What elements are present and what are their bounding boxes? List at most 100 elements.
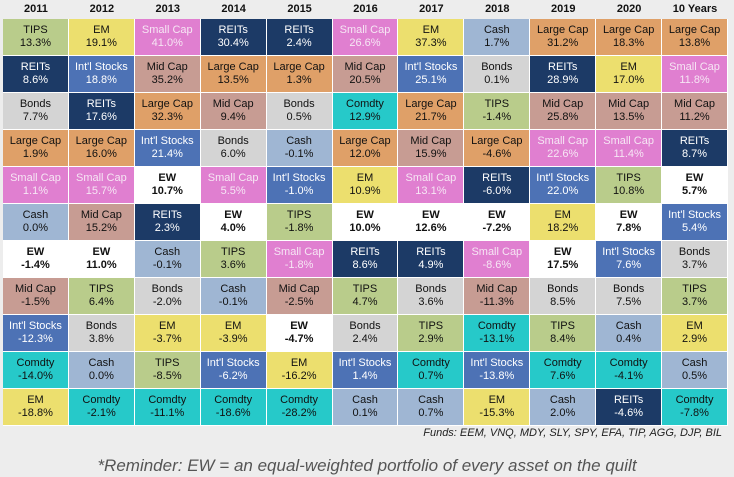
asset-name: Int'l Stocks [9, 320, 62, 332]
cell-2016-large-cap: Large Cap 12.0% [332, 130, 399, 167]
asset-name: Int'l Stocks [272, 172, 326, 184]
asset-name: REITs [482, 172, 512, 184]
asset-name: Mid Cap [608, 98, 650, 110]
return-value: 11.8% [679, 74, 710, 86]
asset-name: TIPS [220, 246, 246, 258]
cell-2017-cash: Cash 0.7% [398, 389, 465, 426]
cell-2013-cash: Cash -0.1% [134, 241, 201, 278]
cell-2019-comdty: Comdty 7.6% [530, 352, 597, 389]
cell-10-years-em: EM 2.9% [662, 315, 728, 352]
cell-10-years-ew: EW 5.7% [662, 167, 728, 204]
cell-10-years-comdty: Comdty -7.8% [662, 389, 728, 426]
cell-2020-large-cap: Large Cap 18.3% [596, 19, 663, 56]
return-value: -13.8% [479, 370, 515, 382]
cell-2018-large-cap: Large Cap -4.6% [464, 130, 531, 167]
return-value: 2.9% [418, 333, 444, 345]
return-value: 10.8% [613, 185, 645, 197]
cell-2011-bonds: Bonds 7.7% [3, 93, 69, 130]
return-value: -8.5% [152, 370, 182, 382]
return-value: 2.3% [154, 222, 180, 234]
asset-name: Small Cap [471, 246, 523, 258]
asset-name: Small Cap [405, 172, 457, 184]
cell-2016-mid-cap: Mid Cap 20.5% [332, 56, 399, 93]
cell-2017-mid-cap: Mid Cap 15.9% [398, 130, 465, 167]
return-value: 15.9% [415, 148, 447, 160]
asset-name: TIPS [89, 283, 114, 295]
asset-name: Comdty [346, 98, 384, 110]
asset-name: Small Cap [537, 135, 589, 147]
cell-2012-tips: TIPS 6.4% [68, 278, 135, 315]
cell-2011-small-cap: Small Cap 1.1% [3, 167, 69, 204]
cell-2020-int-l-stocks: Int'l Stocks 7.6% [596, 241, 663, 278]
return-value: -11.3% [479, 296, 514, 308]
cell-2013-int-l-stocks: Int'l Stocks 21.4% [134, 130, 201, 167]
cell-2020-bonds: Bonds 7.5% [596, 278, 663, 315]
asset-name: Comdty [543, 357, 582, 369]
return-value: 18.8% [85, 74, 117, 86]
cell-10-years-small-cap: Small Cap 11.8% [662, 56, 728, 93]
asset-name: Small Cap [603, 135, 654, 147]
cell-2011-comdty: Comdty -14.0% [3, 352, 69, 389]
asset-name: EM [356, 172, 374, 184]
asset-name: Large Cap [602, 24, 655, 36]
return-value: 4.9% [418, 259, 444, 271]
cell-2018-int-l-stocks: Int'l Stocks -13.8% [464, 352, 531, 389]
return-value: 0.0% [88, 370, 114, 382]
cell-2017-small-cap: Small Cap 13.1% [398, 167, 465, 204]
return-value: 10.0% [349, 222, 381, 234]
asset-name: Small Cap [339, 24, 391, 36]
asset-name: Bonds [415, 283, 447, 295]
asset-name: EM [620, 61, 637, 73]
return-value: 13.8% [678, 37, 711, 49]
return-value: 0.7% [418, 370, 444, 382]
asset-name: EW [158, 172, 177, 184]
return-value: 17.6% [85, 111, 117, 123]
cell-2018-tips: TIPS -1.4% [464, 93, 531, 130]
cell-2011-reits: REITs 8.6% [3, 56, 69, 93]
return-value: 1.1% [22, 185, 48, 197]
asset-name: Bonds [678, 246, 711, 258]
cell-2015-em: EM -16.2% [266, 352, 333, 389]
return-value: -11.1% [150, 407, 185, 419]
asset-name: REITs [350, 246, 380, 258]
asset-name: Int'l Stocks [470, 357, 524, 369]
return-value: 3.7% [681, 296, 708, 308]
return-value: 18.3% [613, 37, 645, 49]
return-value: 22.6% [547, 148, 579, 160]
return-value: -1.5% [21, 296, 50, 308]
asset-name: Mid Cap [344, 61, 386, 73]
return-value: -14.0% [18, 370, 53, 382]
asset-name: Comdty [477, 320, 516, 332]
return-value: 26.6% [349, 37, 381, 49]
return-value: 3.6% [418, 296, 444, 308]
cell-2020-ew: EW 7.8% [596, 204, 663, 241]
return-value: -3.9% [218, 333, 248, 345]
return-value: 3.7% [681, 259, 708, 271]
asset-name: Mid Cap [542, 98, 584, 110]
asset-name: Mid Cap [212, 98, 254, 110]
asset-name: REITs [20, 61, 51, 73]
return-value: 1.9% [22, 148, 48, 160]
cell-2014-int-l-stocks: Int'l Stocks -6.2% [200, 352, 267, 389]
asset-name: REITs [679, 135, 710, 147]
return-value: 15.7% [85, 185, 117, 197]
return-value: -2.0% [152, 296, 182, 308]
return-value: 25.8% [547, 111, 579, 123]
asset-name: Small Cap [669, 61, 720, 73]
cell-2019-tips: TIPS 8.4% [530, 315, 597, 352]
asset-name: EM [554, 209, 571, 221]
asset-name: Small Cap [10, 172, 61, 184]
return-value: 2.4% [286, 37, 312, 49]
return-value: -1.8% [284, 259, 314, 271]
cell-2011-large-cap: Large Cap 1.9% [3, 130, 69, 167]
return-value: 0.5% [286, 111, 312, 123]
cell-2012-comdty: Comdty -2.1% [68, 389, 135, 426]
asset-name: Cash [220, 283, 247, 295]
year-header-2013: 2013 [155, 3, 180, 15]
asset-name: Cash [286, 135, 312, 147]
cell-2013-bonds: Bonds -2.0% [134, 278, 201, 315]
cell-2016-cash: Cash 0.1% [332, 389, 399, 426]
asset-name: Mid Cap [476, 283, 518, 295]
asset-name: TIPS [550, 320, 575, 332]
return-value: 1.7% [484, 37, 510, 49]
